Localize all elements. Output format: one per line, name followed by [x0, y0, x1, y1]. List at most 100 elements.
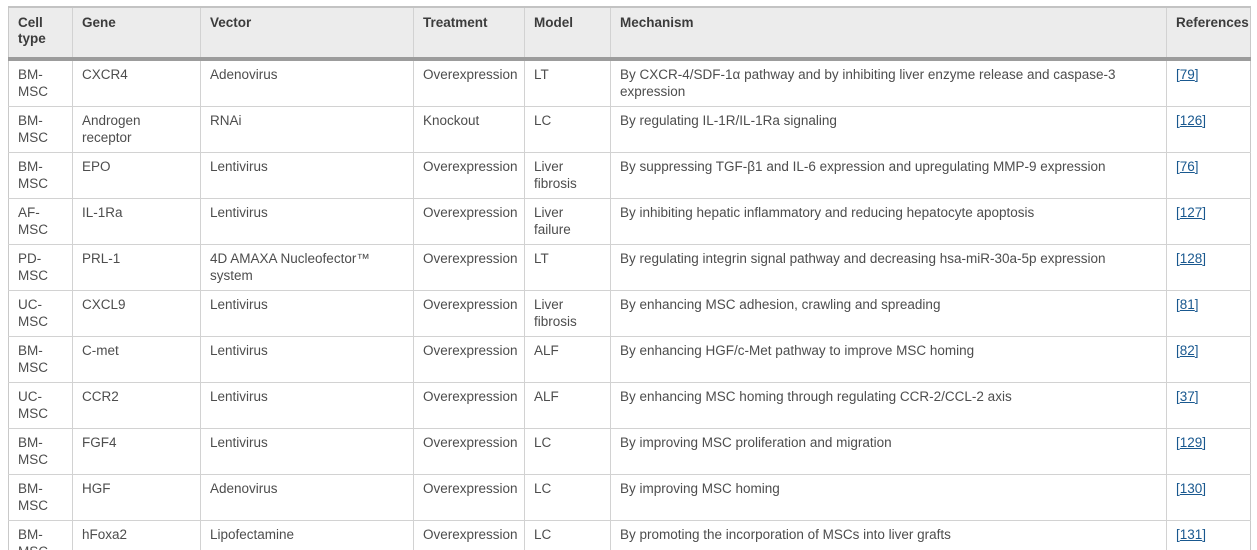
cell-treatment: Overexpression [413, 290, 525, 337]
reference-link[interactable]: 128 [1179, 251, 1203, 266]
ref-open-bracket: [ [1176, 435, 1180, 450]
reference-link[interactable]: 76 [1179, 159, 1195, 174]
cell-gene: CCR2 [72, 382, 201, 429]
ref-open-bracket: [ [1176, 251, 1180, 266]
cell-vector: Lentivirus [200, 198, 414, 245]
column-header-vector: Vector [200, 7, 414, 61]
ref-open-bracket: [ [1176, 67, 1180, 82]
cell-vector: Lentivirus [200, 428, 414, 475]
table-row: BM-MSC EPO Lentivirus Overexpression Liver f… [8, 152, 1251, 199]
table-row: BM-MSChFoxa2LipofectamineOverexpressionL… [8, 520, 1251, 550]
cell-treatment: Overexpression [413, 244, 525, 291]
ref-close-bracket: ] [1202, 113, 1207, 128]
column-header-cell-type: Cell type [8, 7, 73, 61]
table-row: AF-MSC IL-1Ra Lentivirus Overexpression Live… [8, 198, 1251, 245]
ref-open-bracket: [ [1176, 297, 1180, 312]
cell-treatment: Overexpression [413, 474, 525, 521]
cell-gene: C-met [72, 336, 201, 383]
cell-gene: EPO [72, 152, 201, 199]
cell-vector: Lentivirus [200, 290, 414, 337]
ref-close-bracket: ] [1194, 67, 1199, 82]
ref-open-bracket: [ [1176, 481, 1180, 496]
table-row: UC-MSC CCR2 Lentivirus Overexpression ALF By … [8, 382, 1251, 429]
cell-vector: Lentivirus [200, 382, 414, 429]
cell-mechanism: By enhancing HGF/c-Met pathway to improv… [610, 336, 1167, 383]
cell-model: LC [524, 474, 611, 521]
cell-vector: RNAi [200, 106, 414, 153]
cell-gene: IL-1Ra [72, 198, 201, 245]
gene-modified-msc-table: Cell type Gene Vector Treatment Model Mechani… [8, 6, 1251, 550]
cell-reference: [130] [1166, 474, 1251, 521]
cell-model: LC [524, 106, 611, 153]
table-header: Cell type Gene Vector Treatment Model Mechani… [8, 7, 1251, 61]
cell-mechanism: By regulating IL-1R/IL-1Ra signaling [610, 106, 1167, 153]
cell-model: LT [524, 58, 611, 107]
column-header-gene: Gene [72, 7, 201, 61]
reference-link[interactable]: 81 [1179, 297, 1195, 312]
reference-link[interactable]: 79 [1179, 67, 1195, 82]
ref-open-bracket: [ [1176, 159, 1180, 174]
cell-mechanism: By inhibiting hepatic inflammatory and r… [610, 198, 1167, 245]
cell-treatment: Overexpression [413, 382, 525, 429]
cell-cell-type: BM-MSC [8, 152, 73, 199]
cell-model: ALF [524, 336, 611, 383]
cell-treatment: Knockout [413, 106, 525, 153]
cell-reference: [126] [1166, 106, 1251, 153]
cell-treatment: Overexpression [413, 428, 525, 475]
cell-gene: HGF [72, 474, 201, 521]
cell-reference: [82] [1166, 336, 1251, 383]
cell-mechanism: By CXCR-4/SDF-1α pathway and by inhibiti… [610, 58, 1167, 107]
cell-cell-type: BM-MSC [8, 106, 73, 153]
ref-close-bracket: ] [1194, 389, 1199, 404]
cell-cell-type: BM-MSC [8, 428, 73, 475]
cell-treatment: Overexpression [413, 152, 525, 199]
cell-mechanism: By regulating integrin signal pathway an… [610, 244, 1167, 291]
cell-cell-type: BM-MSC [8, 520, 73, 550]
reference-link[interactable]: 126 [1179, 113, 1203, 128]
cell-cell-type: UC-MSC [8, 290, 73, 337]
table-row: UC-MSC CXCL9 Lentivirus Overexpression Liver… [8, 290, 1251, 337]
reference-link[interactable]: 37 [1179, 389, 1195, 404]
cell-mechanism: By improving MSC proliferation and migra… [610, 428, 1167, 475]
cell-gene: PRL-1 [72, 244, 201, 291]
ref-open-bracket: [ [1176, 389, 1180, 404]
ref-open-bracket: [ [1176, 527, 1180, 542]
ref-open-bracket: [ [1176, 205, 1180, 220]
reference-link[interactable]: 130 [1179, 481, 1203, 496]
ref-close-bracket: ] [1194, 159, 1199, 174]
cell-reference: [79] [1166, 58, 1251, 107]
cell-vector: Adenovirus [200, 474, 414, 521]
cell-model: ALF [524, 382, 611, 429]
cell-reference: [129] [1166, 428, 1251, 475]
table-header-row: Cell type Gene Vector Treatment Model Mechani… [8, 7, 1251, 61]
cell-gene: CXCR4 [72, 58, 201, 107]
reference-link[interactable]: 82 [1179, 343, 1195, 358]
column-header-reference: References [1166, 7, 1251, 61]
cell-gene: hFoxa2 [72, 520, 201, 550]
ref-open-bracket: [ [1176, 343, 1180, 358]
column-header-treatment: Treatment [413, 7, 525, 61]
cell-model: Liver failure [524, 198, 611, 245]
table-row: BM-MSC FGF4 Lentivirus Overexpression LC By i… [8, 428, 1251, 475]
cell-treatment: Overexpression [413, 198, 525, 245]
ref-close-bracket: ] [1202, 435, 1207, 450]
ref-close-bracket: ] [1202, 527, 1207, 542]
ref-close-bracket: ] [1194, 297, 1199, 312]
cell-reference: [37] [1166, 382, 1251, 429]
cell-model: LC [524, 428, 611, 475]
reference-link[interactable]: 127 [1179, 205, 1203, 220]
cell-vector: Lentivirus [200, 336, 414, 383]
cell-mechanism: By promoting the incorporation of MSCs i… [610, 520, 1167, 550]
cell-vector: Adenovirus [200, 58, 414, 107]
reference-link[interactable]: 131 [1179, 527, 1203, 542]
cell-vector: Lentivirus [200, 152, 414, 199]
ref-open-bracket: [ [1176, 113, 1180, 128]
cell-vector: Lipofectamine [200, 520, 414, 550]
reference-link[interactable]: 129 [1179, 435, 1203, 450]
ref-close-bracket: ] [1202, 481, 1207, 496]
cell-cell-type: AF-MSC [8, 198, 73, 245]
cell-mechanism: By enhancing MSC homing through regulati… [610, 382, 1167, 429]
cell-cell-type: BM-MSC [8, 58, 73, 107]
table-row: BM-MSC Androgen receptor RNAi Knockout LC By … [8, 106, 1251, 153]
